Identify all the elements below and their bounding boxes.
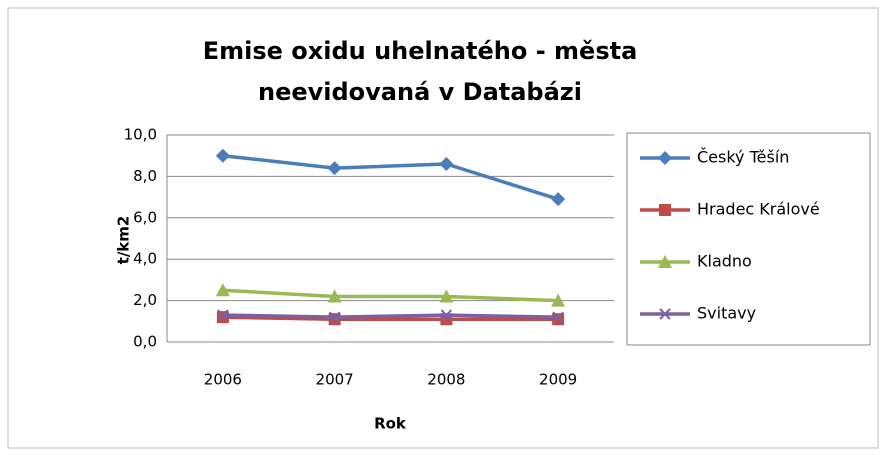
y-tick-label: 0,0 [133,333,157,351]
chart-title: Emise oxidu uhelnatého - města [203,37,638,65]
legend-box [626,132,871,346]
marker [551,293,566,307]
x-tick-label: 2009 [539,371,577,389]
marker [328,311,341,323]
marker [552,313,565,326]
y-tick-label: 6,0 [133,208,157,226]
marker [440,309,453,321]
x-tick-label: 2006 [204,371,242,389]
series-line [222,313,559,319]
legend-label: Svitavy [697,304,756,323]
marker [439,289,454,303]
x-tick-label: 2008 [427,371,465,389]
marker [216,311,229,324]
legend-label: Hradec Králové [697,200,820,219]
marker [552,311,564,323]
y-tick-label: 10,0 [124,126,157,144]
marker [327,161,342,176]
marker [658,151,672,165]
y-tick-label: 8,0 [133,167,157,185]
chart-title: neevidovaná v Databázi [258,78,582,106]
x-tick-label: 2007 [316,371,354,389]
legend-label: Český Těšín [697,148,789,167]
marker [217,309,229,321]
legend-label: Kladno [697,252,752,271]
marker [551,192,566,207]
series-line [222,288,559,303]
marker [439,156,454,171]
y-axis-label: t/km2 [115,216,133,265]
x-axis-label: Rok [374,415,407,433]
y-tick-label: 4,0 [133,250,157,268]
marker [327,289,342,303]
marker [658,255,672,268]
marker [215,283,230,297]
marker [659,308,671,320]
marker [328,313,341,326]
series-line [222,315,559,321]
marker [215,148,230,163]
marker [659,204,671,216]
y-tick-label: 2,0 [133,291,157,309]
series-line [222,153,559,201]
